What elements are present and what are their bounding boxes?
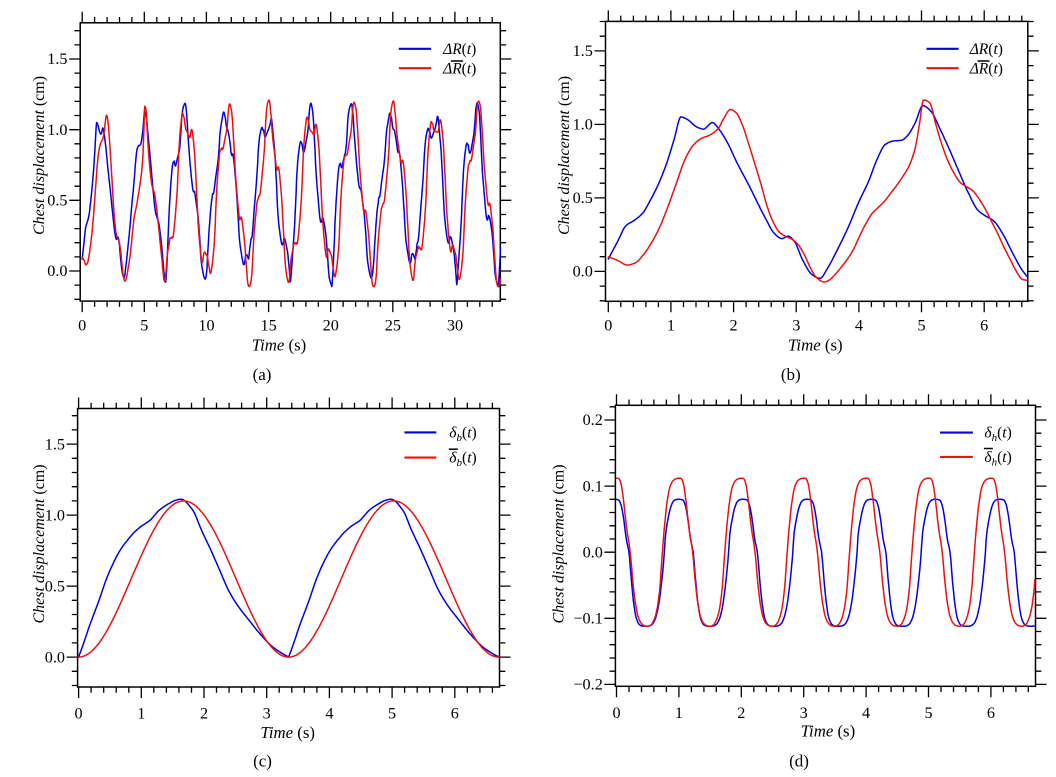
svg-text:5: 5 (918, 316, 926, 334)
svg-text:2: 2 (730, 316, 738, 334)
svg-text:ΔR(t): ΔR(t) (442, 60, 476, 77)
svg-text:0: 0 (75, 705, 83, 723)
svg-text:2: 2 (737, 704, 745, 722)
svg-text:(c): (c) (253, 751, 272, 770)
svg-text:−0.1: −0.1 (573, 610, 602, 628)
svg-text:25: 25 (385, 316, 401, 334)
svg-text:1: 1 (137, 705, 145, 723)
svg-text:0.0: 0.0 (583, 543, 603, 561)
svg-text:Time (s): Time (s) (252, 336, 307, 355)
svg-text:0.0: 0.0 (573, 263, 593, 281)
svg-text:0.5: 0.5 (45, 577, 65, 595)
svg-text:Chest displacement (cm): Chest displacement (cm) (556, 76, 573, 235)
svg-text:Time (s): Time (s) (801, 722, 856, 741)
svg-text:5: 5 (388, 705, 396, 723)
svg-text:0.0: 0.0 (45, 648, 65, 666)
svg-text:1: 1 (667, 316, 675, 334)
svg-text:15: 15 (260, 316, 276, 334)
svg-text:δh(t): δh(t) (984, 425, 1011, 445)
svg-text:10: 10 (198, 316, 214, 334)
svg-text:1.0: 1.0 (45, 506, 65, 524)
svg-text:0.1: 0.1 (583, 477, 603, 495)
svg-text:3: 3 (263, 705, 271, 723)
svg-text:5: 5 (924, 704, 932, 722)
svg-text:0: 0 (604, 316, 612, 334)
svg-text:4: 4 (862, 704, 870, 722)
svg-text:4: 4 (325, 705, 333, 723)
svg-text:1: 1 (675, 704, 683, 722)
svg-text:1.5: 1.5 (573, 42, 593, 60)
svg-text:1.0: 1.0 (47, 121, 67, 139)
svg-text:0: 0 (78, 316, 86, 334)
svg-text:(a): (a) (253, 365, 272, 384)
svg-text:2: 2 (200, 705, 208, 723)
svg-text:3: 3 (800, 704, 808, 722)
svg-text:(b): (b) (781, 365, 801, 384)
svg-text:0: 0 (612, 704, 620, 722)
svg-text:δh(t): δh(t) (984, 449, 1011, 469)
svg-text:Time (s): Time (s) (260, 723, 315, 742)
svg-text:6: 6 (980, 316, 988, 334)
svg-text:3: 3 (792, 316, 800, 334)
svg-text:Chest displacement (cm): Chest displacement (cm) (551, 464, 568, 623)
svg-text:(d): (d) (789, 751, 809, 770)
svg-text:1.5: 1.5 (45, 435, 65, 453)
svg-text:Chest displacement (cm): Chest displacement (cm) (31, 464, 48, 623)
svg-text:6: 6 (451, 705, 459, 723)
svg-text:Chest displacement (cm): Chest displacement (cm) (31, 76, 48, 235)
svg-text:0.2: 0.2 (583, 411, 603, 429)
svg-text:ΔR(t): ΔR(t) (442, 41, 476, 58)
svg-text:ΔR(t): ΔR(t) (969, 60, 1003, 77)
svg-text:0.5: 0.5 (573, 189, 593, 207)
svg-text:30: 30 (447, 316, 463, 334)
svg-text:0.0: 0.0 (47, 262, 67, 280)
svg-text:4: 4 (855, 316, 863, 334)
svg-text:δb(t): δb(t) (449, 450, 476, 470)
svg-text:1.5: 1.5 (47, 50, 67, 68)
svg-text:0.5: 0.5 (47, 192, 67, 210)
svg-text:ΔR(t): ΔR(t) (969, 41, 1003, 58)
svg-text:Time (s): Time (s) (788, 336, 843, 355)
svg-text:−0.2: −0.2 (573, 676, 602, 694)
svg-text:6: 6 (987, 704, 995, 722)
svg-text:δb(t): δb(t) (449, 425, 476, 445)
svg-text:5: 5 (140, 316, 148, 334)
svg-text:20: 20 (323, 316, 339, 334)
svg-text:1.0: 1.0 (573, 116, 593, 134)
